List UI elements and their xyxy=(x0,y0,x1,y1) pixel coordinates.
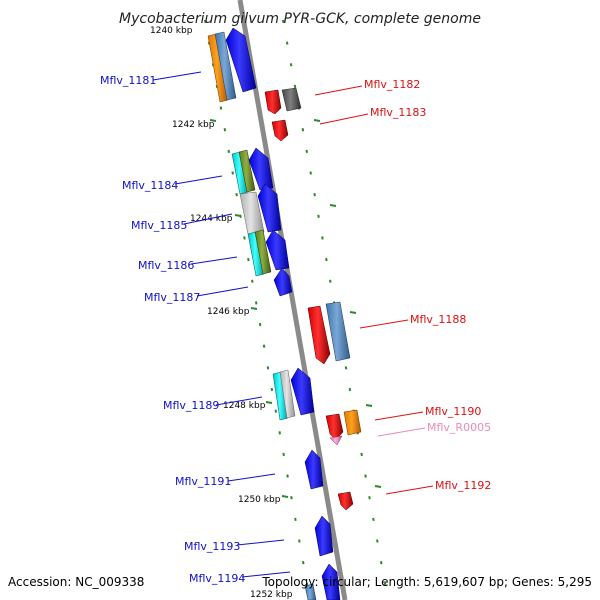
kbp-label: 1240 kbp xyxy=(150,26,193,36)
gene-arrow-blue xyxy=(265,229,290,271)
topology-text: Topology: circular; Length: 5,619,607 bp… xyxy=(261,575,592,589)
gene-group-6 xyxy=(325,409,362,446)
kbp-label: 1244 kbp xyxy=(190,214,233,224)
gene-label-mflv-1184[interactable]: Mflv_1184 xyxy=(122,179,178,192)
gene-arrow-red xyxy=(307,305,331,365)
gene-arrow-red xyxy=(271,119,289,142)
gene-label-mflv-1190[interactable]: Mflv_1190 xyxy=(425,405,481,418)
gene-arrow-red xyxy=(264,89,282,115)
right-gene-label-lines xyxy=(314,85,434,495)
gene-label-mflv-r0005[interactable]: Mflv_R0005 xyxy=(427,421,491,434)
gene-label-mflv-1194[interactable]: Mflv_1194 xyxy=(189,572,245,585)
gene-arrow-blue xyxy=(321,563,341,600)
gene-label-mflv-1193[interactable]: Mflv_1193 xyxy=(184,540,240,553)
gene-arrow-blue xyxy=(290,367,315,416)
gene-group-4 xyxy=(307,301,351,365)
left-gene-labels xyxy=(152,71,291,578)
gene-group-2 xyxy=(264,87,302,142)
gene-arrow-steelblue xyxy=(325,301,351,362)
gene-group-3 xyxy=(231,147,293,297)
gene-arrow-orange xyxy=(343,409,362,436)
gene-arrow-pink xyxy=(329,435,343,446)
kbp-label: 1242 kbp xyxy=(172,120,215,130)
kbp-ticks xyxy=(209,119,382,498)
gene-label-mflv-1191[interactable]: Mflv_1191 xyxy=(175,475,231,488)
gene-arrow-red xyxy=(337,491,354,511)
gene-label-mflv-1185[interactable]: Mflv_1185 xyxy=(131,219,187,232)
kbp-label: 1246 kbp xyxy=(207,307,250,317)
gene-label-mflv-1181[interactable]: Mflv_1181 xyxy=(100,74,156,87)
gene-arrow-steelblue xyxy=(304,583,317,600)
gene-label-mflv-1186[interactable]: Mflv_1186 xyxy=(138,259,194,272)
gene-group-1 xyxy=(207,27,257,103)
gene-arrow-olive xyxy=(254,229,272,275)
gene-arrow-blue xyxy=(314,515,334,557)
accession-text: Accession: NC_009338 xyxy=(8,575,144,589)
gene-label-mflv-1183[interactable]: Mflv_1183 xyxy=(370,106,426,119)
gene-arrow-blue xyxy=(273,267,293,297)
gene-arrow-red xyxy=(325,413,344,441)
gene-group-7 xyxy=(304,449,324,490)
kbp-label: 1248 kbp xyxy=(223,401,266,411)
gene-arrow-blue xyxy=(248,147,274,191)
gene-arrow-olive xyxy=(238,149,256,193)
gene-arrow-gray xyxy=(239,191,265,235)
gene-arrow-blue xyxy=(257,183,282,233)
gene-arrow-darkgray xyxy=(281,87,302,112)
gene-group-8 xyxy=(337,491,354,511)
gene-label-mflv-1188[interactable]: Mflv_1188 xyxy=(410,313,466,326)
gene-label-mflv-1182[interactable]: Mflv_1182 xyxy=(364,78,420,91)
gene-arrow-blue xyxy=(304,449,324,490)
kbp-label: 1252 kbp xyxy=(250,590,293,600)
gene-group-5 xyxy=(272,367,315,421)
gene-label-mflv-1187[interactable]: Mflv_1187 xyxy=(144,291,200,304)
gene-arrow-gray xyxy=(279,369,296,419)
kbp-label: 1250 kbp xyxy=(238,495,281,505)
gene-arrow-steelblue xyxy=(214,31,237,101)
gene-group-9 xyxy=(304,515,341,600)
genome-title: Mycobacterium gilvum PYR-GCK, complete g… xyxy=(119,11,481,27)
gene-label-mflv-1192[interactable]: Mflv_1192 xyxy=(435,479,491,492)
gene-label-mflv-1189[interactable]: Mflv_1189 xyxy=(163,399,219,412)
genome-backbone xyxy=(237,0,348,600)
gene-arrow-blue xyxy=(225,27,257,93)
